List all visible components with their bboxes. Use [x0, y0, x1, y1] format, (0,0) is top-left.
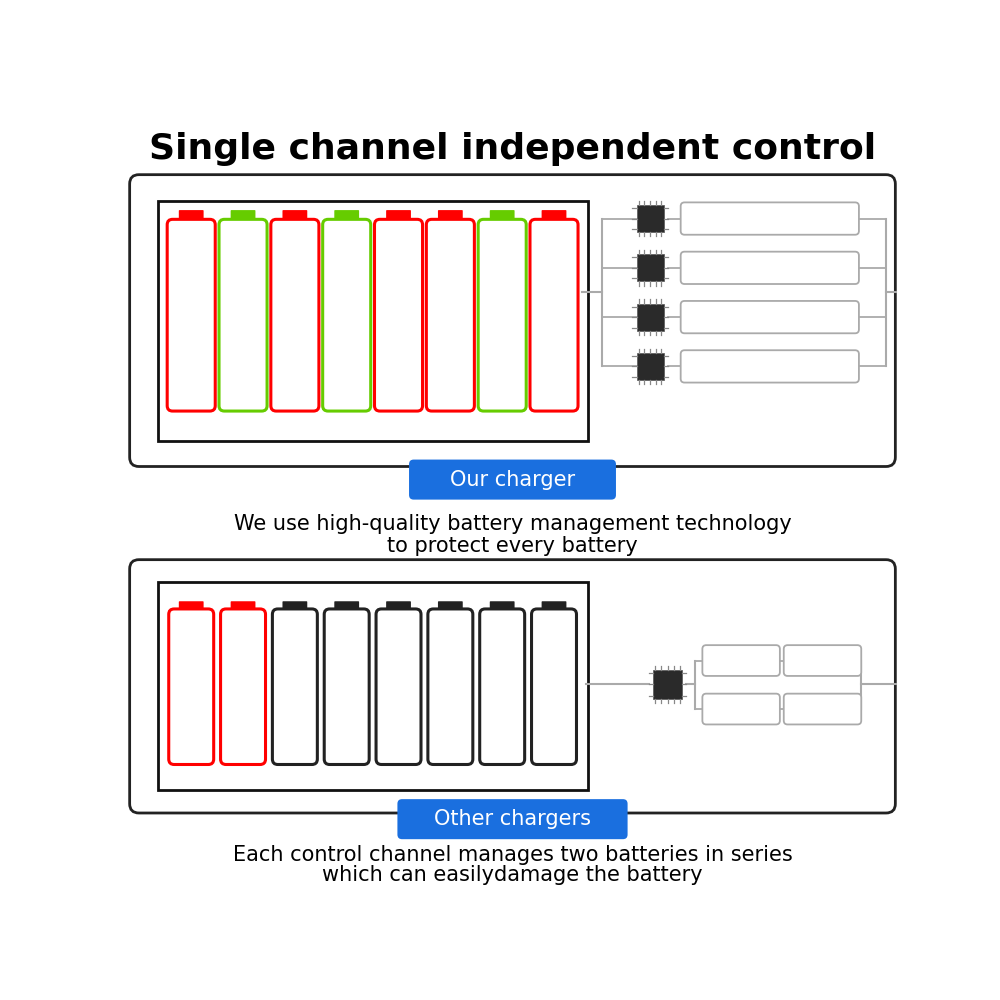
- Text: Each control channel manages two batteries in series: Each control channel manages two batteri…: [233, 845, 792, 865]
- FancyBboxPatch shape: [386, 210, 411, 219]
- Text: Other chargers: Other chargers: [434, 809, 591, 829]
- FancyBboxPatch shape: [272, 609, 317, 764]
- FancyBboxPatch shape: [221, 609, 266, 764]
- FancyBboxPatch shape: [231, 210, 255, 219]
- FancyBboxPatch shape: [428, 609, 473, 764]
- FancyBboxPatch shape: [219, 219, 267, 411]
- FancyBboxPatch shape: [681, 350, 859, 383]
- FancyBboxPatch shape: [375, 219, 423, 411]
- FancyBboxPatch shape: [386, 601, 411, 610]
- FancyBboxPatch shape: [438, 601, 463, 610]
- FancyBboxPatch shape: [490, 601, 515, 610]
- FancyBboxPatch shape: [130, 560, 895, 813]
- FancyBboxPatch shape: [438, 210, 463, 219]
- Text: which can easilydamage the battery: which can easilydamage the battery: [322, 865, 703, 885]
- FancyBboxPatch shape: [409, 460, 616, 500]
- FancyBboxPatch shape: [681, 202, 859, 235]
- FancyBboxPatch shape: [681, 301, 859, 333]
- FancyBboxPatch shape: [681, 252, 859, 284]
- FancyBboxPatch shape: [784, 694, 861, 724]
- FancyBboxPatch shape: [130, 175, 895, 466]
- FancyBboxPatch shape: [490, 210, 515, 219]
- FancyBboxPatch shape: [397, 799, 628, 839]
- FancyBboxPatch shape: [271, 219, 319, 411]
- FancyBboxPatch shape: [542, 210, 566, 219]
- FancyBboxPatch shape: [637, 353, 664, 380]
- FancyBboxPatch shape: [637, 205, 664, 232]
- FancyBboxPatch shape: [282, 601, 307, 610]
- FancyBboxPatch shape: [702, 694, 780, 724]
- FancyBboxPatch shape: [179, 601, 204, 610]
- FancyBboxPatch shape: [158, 201, 588, 441]
- Text: to protect every battery: to protect every battery: [387, 536, 638, 556]
- FancyBboxPatch shape: [231, 601, 255, 610]
- FancyBboxPatch shape: [478, 219, 526, 411]
- FancyBboxPatch shape: [179, 210, 204, 219]
- FancyBboxPatch shape: [480, 609, 525, 764]
- FancyBboxPatch shape: [637, 254, 664, 281]
- FancyBboxPatch shape: [702, 645, 780, 676]
- Text: We use high-quality battery management technology: We use high-quality battery management t…: [234, 514, 791, 534]
- FancyBboxPatch shape: [542, 601, 566, 610]
- FancyBboxPatch shape: [323, 219, 371, 411]
- FancyBboxPatch shape: [637, 304, 664, 331]
- FancyBboxPatch shape: [530, 219, 578, 411]
- FancyBboxPatch shape: [324, 609, 369, 764]
- FancyBboxPatch shape: [426, 219, 474, 411]
- FancyBboxPatch shape: [532, 609, 576, 764]
- FancyBboxPatch shape: [376, 609, 421, 764]
- FancyBboxPatch shape: [334, 210, 359, 219]
- FancyBboxPatch shape: [653, 670, 682, 699]
- FancyBboxPatch shape: [334, 601, 359, 610]
- FancyBboxPatch shape: [167, 219, 215, 411]
- FancyBboxPatch shape: [282, 210, 307, 219]
- FancyBboxPatch shape: [158, 582, 588, 790]
- Text: Our charger: Our charger: [450, 470, 575, 490]
- FancyBboxPatch shape: [784, 645, 861, 676]
- Text: Single channel independent control: Single channel independent control: [149, 132, 876, 166]
- FancyBboxPatch shape: [169, 609, 214, 764]
